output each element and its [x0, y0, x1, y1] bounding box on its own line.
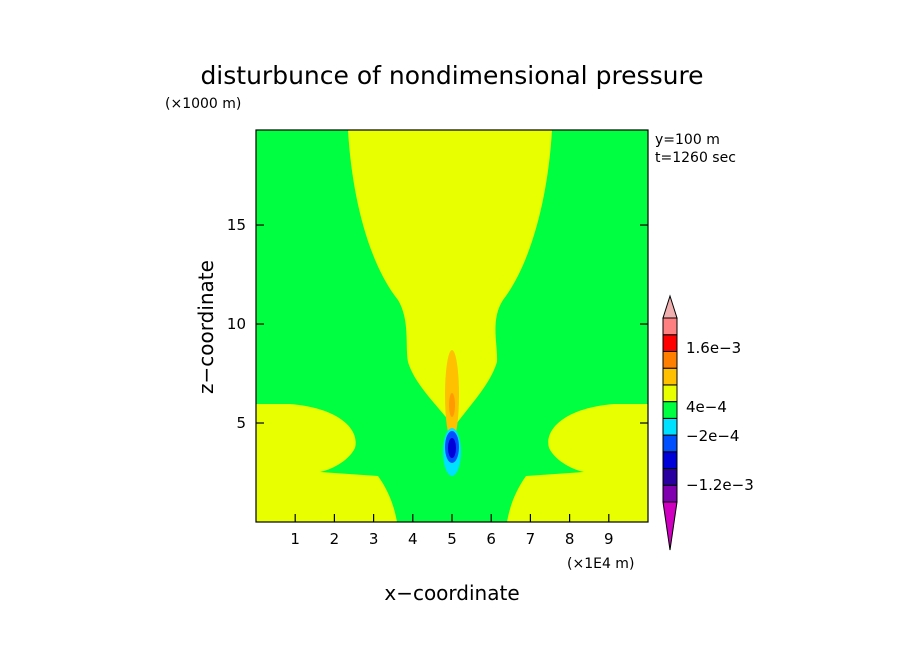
- x-tick-label: 3: [369, 530, 379, 548]
- colorbar-segment: [662, 468, 678, 486]
- x-axis-title: x−coordinate: [384, 581, 519, 605]
- colorbar-segment: [662, 350, 678, 369]
- x-tick-label: 4: [408, 530, 418, 548]
- colorbar-segment: [662, 484, 678, 503]
- right-lobe-region: [507, 404, 648, 522]
- y-unit-label: (×1000 m): [165, 96, 241, 112]
- colorbar-segment: [662, 384, 678, 403]
- x-tick-label: 8: [565, 530, 575, 548]
- x-tick-label: 7: [526, 530, 536, 548]
- chart-title: disturbunce of nondimensional pressure: [200, 61, 703, 90]
- colorbar-segment: [662, 334, 678, 352]
- upper-plume-region: [348, 130, 552, 427]
- colorbar-segment: [662, 367, 678, 386]
- x-tick-label: 6: [486, 530, 496, 548]
- y-tick-label: 15: [227, 216, 246, 234]
- colorbar-under-triangle: [662, 501, 678, 551]
- contour-field: [256, 130, 648, 522]
- colorbar-label: 1.6e−3: [686, 339, 741, 357]
- axes: 1 2 3 4 5 6 7 8 9 5 10 15: [227, 216, 648, 548]
- low-navy-region: [448, 438, 456, 458]
- colorbar-label: 4e−4: [686, 398, 727, 416]
- colorbar: 1.6e−3 4e−4 −2e−4 −1.2e−3: [662, 294, 754, 551]
- colorbar-segment: [662, 417, 678, 436]
- colorbar-segment: [662, 434, 678, 453]
- colorbar-segment: [662, 317, 678, 336]
- x-tick-label: 5: [447, 530, 457, 548]
- colorbar-over-triangle: [662, 294, 678, 319]
- y-tick-label: 10: [227, 315, 246, 333]
- x-tick-label: 2: [330, 530, 340, 548]
- colorbar-segment: [662, 451, 678, 470]
- x-tick-label: 9: [604, 530, 614, 548]
- annotation-t: t=1260 sec: [655, 150, 736, 166]
- colorbar-segment: [662, 401, 678, 419]
- core-deep-orange-region: [449, 393, 455, 417]
- left-lobe-region: [256, 404, 397, 522]
- y-axis-title: z−coordinate: [194, 260, 218, 394]
- colorbar-label: −2e−4: [686, 427, 739, 445]
- colorbar-label: −1.2e−3: [686, 476, 754, 494]
- y-tick-label: 5: [236, 414, 246, 432]
- x-unit-label: (×1E4 m): [567, 556, 634, 572]
- annotation-y: y=100 m: [655, 132, 720, 148]
- x-tick-label: 1: [290, 530, 300, 548]
